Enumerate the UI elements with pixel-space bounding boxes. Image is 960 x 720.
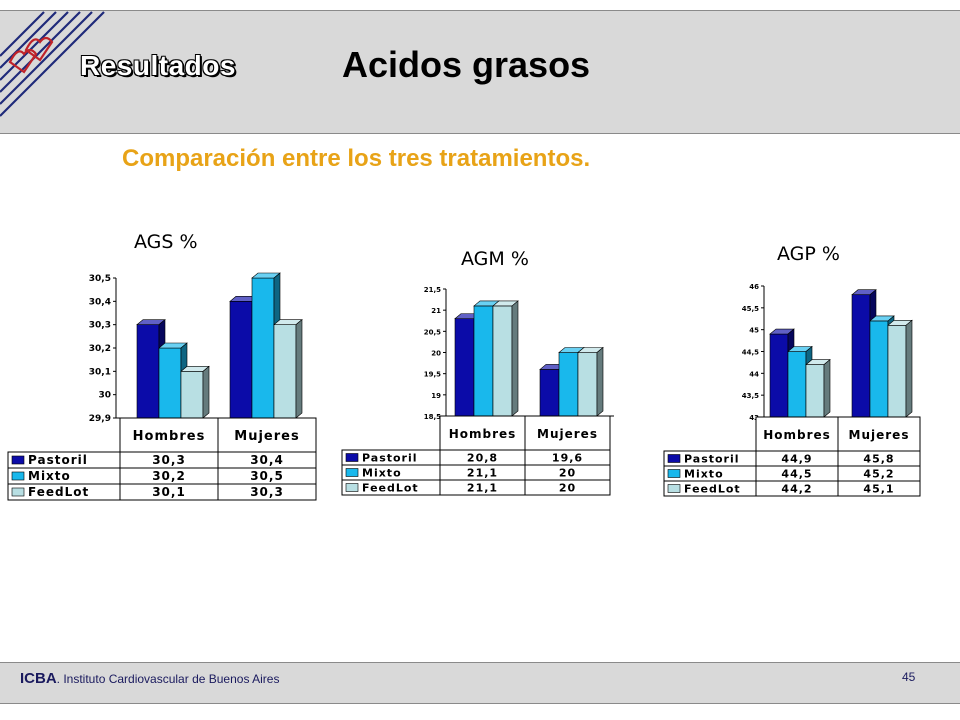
legend-swatch (345, 483, 359, 492)
chart-agm: 18,5 19 19,5 20 20,5 21 21,5 Hombres Mujeres Past… (341, 286, 614, 496)
legend-label: Pastoril (28, 453, 88, 467)
legend-label: Pastoril (362, 452, 418, 465)
y-tick-label: 18,5 (424, 413, 441, 421)
y-tick-label: 30 (98, 391, 111, 401)
y-tick-label: 20,5 (424, 328, 441, 336)
legend-swatch (345, 468, 359, 477)
bar-agm-feedlot-mujeres (577, 346, 604, 417)
y-tick-label: 45 (749, 327, 759, 335)
legend-label: FeedLot (684, 483, 741, 496)
legend-label: Mixto (684, 468, 724, 481)
data-label: 45,8 (863, 453, 894, 466)
bar-agp-feedlot-mujeres (887, 319, 913, 418)
chart-title-agp: AGP % (777, 243, 840, 265)
data-table-agp: Hombres Mujeres Pastoril 44,9 45,8 Mixto 44,5 4… (663, 416, 921, 497)
y-tick-label: 30,4 (89, 297, 111, 307)
data-label: 21,1 (467, 482, 498, 495)
data-label: 21,1 (467, 467, 498, 480)
y-tick-label: 19,5 (424, 371, 441, 379)
section-title: Resultados (80, 50, 236, 81)
data-label: 44,9 (781, 453, 812, 466)
y-tick-label: 46 (749, 283, 759, 291)
chart-ags: 29,9 30 30,1 30,2 30,3 30,4 30,5 Hombres Mujeres… (7, 272, 317, 501)
y-tick-label: 44 (749, 370, 759, 378)
data-label: 20,8 (467, 452, 498, 465)
footer-band (0, 662, 960, 704)
category-label: Mujeres (234, 429, 299, 444)
bar-agm-feedlot-hombres (492, 300, 519, 417)
legend-label: Mixto (28, 469, 71, 483)
data-label: 45,1 (863, 483, 894, 496)
y-tick-label: 20 (431, 350, 441, 358)
y-tick-label: 29,9 (89, 414, 111, 424)
slide-title: Acidos grasos (342, 44, 591, 85)
legend-swatch (11, 487, 25, 497)
legend-swatch (667, 469, 681, 478)
data-label: 45,2 (863, 468, 894, 481)
data-label: 44,2 (781, 483, 812, 496)
legend-label: Pastoril (684, 453, 740, 466)
data-label: 30,2 (152, 469, 186, 483)
data-table-agm: Hombres Mujeres Pastoril 20,8 19,6 Mixto 21,1 2… (341, 415, 611, 496)
data-label: 30,1 (152, 485, 186, 499)
page-number: 45 (902, 670, 916, 684)
y-tick-label: 43,5 (742, 392, 759, 400)
logo-stripes-icon (0, 11, 105, 117)
data-label: 30,5 (250, 469, 284, 483)
data-label: 30,3 (250, 485, 284, 499)
legend-label: FeedLot (362, 482, 419, 495)
data-label: 30,3 (152, 453, 186, 467)
footer-organization: ICBA. Instituto Cardiovascular de Buenos… (20, 670, 279, 687)
legend-label: FeedLot (28, 485, 89, 499)
header-band (0, 10, 960, 134)
chart-title-agm: AGM % (461, 248, 529, 270)
y-tick-label: 44,5 (742, 349, 759, 357)
y-tick-label: 21 (431, 307, 441, 315)
data-table-ags: Hombres Mujeres Pastoril 30,3 30,4 Mixto 30,2 3… (7, 417, 317, 501)
bar-ags-feedlot-mujeres (273, 319, 303, 419)
data-label: 19,6 (552, 452, 583, 465)
y-tick-label: 30,2 (89, 344, 111, 354)
legend-swatch (667, 454, 681, 463)
data-label: 44,5 (781, 468, 812, 481)
y-tick-label: 43 (749, 414, 759, 422)
footer-org-abbrev: ICBA (20, 670, 57, 687)
y-tick-label: 30,1 (89, 367, 111, 377)
legend-label: Mixto (362, 467, 402, 480)
category-label: Hombres (763, 428, 831, 442)
category-label: Hombres (133, 429, 206, 444)
bar-agp-feedlot-hombres (805, 358, 831, 418)
chart-title-ags: AGS % (134, 231, 198, 253)
category-label: Mujeres (537, 427, 598, 441)
y-tick-label: 30,5 (89, 274, 111, 284)
chart-agp: 43 43,5 44 44,5 45 45,5 46 Hombres Mujeres Pastor… (663, 283, 921, 497)
y-tick-label: 45,5 (742, 305, 759, 313)
data-label: 30,4 (250, 453, 284, 467)
data-label: 20 (559, 482, 576, 495)
bar-ags-feedlot-hombres (180, 365, 210, 419)
legend-swatch (667, 484, 681, 493)
category-label: Hombres (449, 427, 517, 441)
y-tick-label: 19 (431, 392, 441, 400)
legend-swatch (11, 471, 25, 481)
y-tick-label: 30,3 (89, 321, 111, 331)
legend-swatch (11, 455, 25, 465)
legend-swatch (345, 453, 359, 462)
category-label: Mujeres (849, 428, 910, 442)
data-label: 20 (559, 467, 576, 480)
y-tick-label: 21,5 (424, 286, 441, 294)
slide-subtitle: Comparación entre los tres tratamientos. (122, 145, 591, 172)
footer-org-name: . Instituto Cardiovascular de Buenos Air… (56, 672, 280, 686)
